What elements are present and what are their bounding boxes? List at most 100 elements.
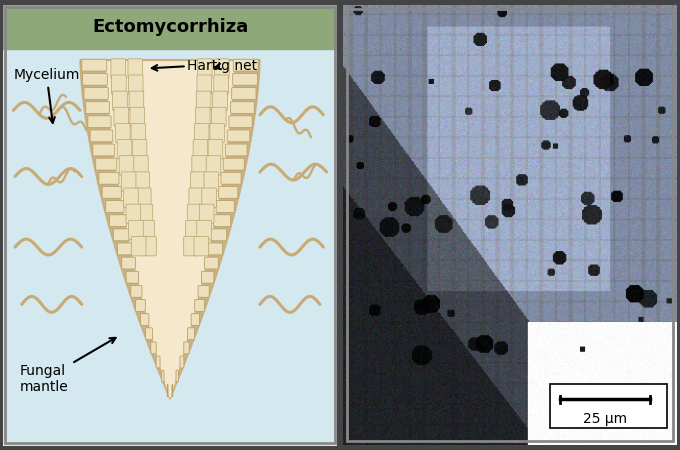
FancyBboxPatch shape bbox=[233, 73, 258, 85]
FancyBboxPatch shape bbox=[132, 140, 147, 159]
FancyBboxPatch shape bbox=[116, 123, 130, 143]
FancyBboxPatch shape bbox=[117, 140, 132, 159]
FancyBboxPatch shape bbox=[131, 123, 146, 143]
FancyBboxPatch shape bbox=[111, 59, 126, 78]
FancyBboxPatch shape bbox=[128, 59, 143, 78]
Text: 25 μm: 25 μm bbox=[583, 412, 627, 426]
FancyBboxPatch shape bbox=[198, 285, 209, 297]
FancyBboxPatch shape bbox=[96, 158, 117, 170]
FancyBboxPatch shape bbox=[86, 102, 109, 113]
FancyBboxPatch shape bbox=[189, 188, 203, 207]
FancyBboxPatch shape bbox=[193, 140, 208, 159]
FancyBboxPatch shape bbox=[187, 204, 202, 224]
FancyBboxPatch shape bbox=[141, 236, 156, 256]
FancyBboxPatch shape bbox=[114, 107, 129, 127]
Text: Fungal
mantle: Fungal mantle bbox=[20, 338, 116, 395]
FancyBboxPatch shape bbox=[176, 370, 178, 382]
FancyBboxPatch shape bbox=[82, 59, 107, 71]
FancyBboxPatch shape bbox=[119, 156, 134, 175]
FancyBboxPatch shape bbox=[112, 75, 126, 94]
FancyBboxPatch shape bbox=[211, 229, 226, 241]
FancyBboxPatch shape bbox=[162, 370, 164, 382]
FancyBboxPatch shape bbox=[121, 172, 136, 191]
FancyBboxPatch shape bbox=[122, 257, 135, 269]
FancyBboxPatch shape bbox=[192, 156, 207, 175]
FancyBboxPatch shape bbox=[156, 356, 160, 368]
FancyBboxPatch shape bbox=[199, 204, 214, 224]
FancyBboxPatch shape bbox=[231, 102, 254, 113]
FancyBboxPatch shape bbox=[197, 220, 211, 240]
FancyBboxPatch shape bbox=[216, 201, 235, 212]
FancyBboxPatch shape bbox=[210, 123, 224, 143]
FancyBboxPatch shape bbox=[129, 75, 143, 94]
FancyBboxPatch shape bbox=[211, 107, 226, 127]
FancyBboxPatch shape bbox=[102, 186, 121, 198]
FancyBboxPatch shape bbox=[99, 172, 119, 184]
FancyBboxPatch shape bbox=[131, 285, 142, 297]
FancyBboxPatch shape bbox=[113, 91, 127, 111]
FancyBboxPatch shape bbox=[197, 75, 211, 94]
FancyBboxPatch shape bbox=[186, 220, 200, 240]
FancyBboxPatch shape bbox=[206, 156, 221, 175]
FancyBboxPatch shape bbox=[146, 328, 152, 340]
FancyBboxPatch shape bbox=[82, 73, 107, 85]
FancyBboxPatch shape bbox=[190, 172, 205, 191]
FancyBboxPatch shape bbox=[172, 384, 173, 396]
Bar bbox=[550, 384, 666, 428]
FancyBboxPatch shape bbox=[197, 59, 212, 78]
Polygon shape bbox=[107, 62, 233, 397]
FancyBboxPatch shape bbox=[130, 107, 145, 127]
FancyBboxPatch shape bbox=[194, 236, 209, 256]
Text: Ectomycorrhiza: Ectomycorrhiza bbox=[92, 18, 248, 36]
FancyBboxPatch shape bbox=[84, 87, 108, 99]
FancyBboxPatch shape bbox=[140, 220, 154, 240]
FancyBboxPatch shape bbox=[184, 342, 189, 354]
FancyBboxPatch shape bbox=[214, 75, 228, 94]
FancyBboxPatch shape bbox=[133, 156, 148, 175]
FancyBboxPatch shape bbox=[191, 314, 199, 325]
FancyBboxPatch shape bbox=[225, 144, 247, 156]
FancyBboxPatch shape bbox=[93, 144, 115, 156]
FancyBboxPatch shape bbox=[135, 300, 146, 311]
FancyBboxPatch shape bbox=[126, 271, 139, 283]
FancyBboxPatch shape bbox=[223, 158, 244, 170]
FancyBboxPatch shape bbox=[233, 59, 258, 71]
Text: Hartig net: Hartig net bbox=[187, 59, 257, 73]
FancyBboxPatch shape bbox=[118, 243, 133, 255]
FancyBboxPatch shape bbox=[129, 91, 143, 111]
FancyBboxPatch shape bbox=[219, 186, 238, 198]
FancyBboxPatch shape bbox=[135, 172, 150, 191]
FancyBboxPatch shape bbox=[124, 188, 138, 207]
FancyBboxPatch shape bbox=[109, 215, 126, 227]
Bar bbox=[3, 4, 337, 49]
FancyBboxPatch shape bbox=[205, 257, 218, 269]
FancyBboxPatch shape bbox=[202, 188, 216, 207]
Text: Mycelium: Mycelium bbox=[14, 68, 80, 123]
FancyBboxPatch shape bbox=[88, 116, 111, 128]
FancyBboxPatch shape bbox=[229, 116, 252, 128]
FancyBboxPatch shape bbox=[131, 236, 146, 256]
FancyBboxPatch shape bbox=[204, 172, 219, 191]
FancyBboxPatch shape bbox=[184, 236, 199, 256]
FancyBboxPatch shape bbox=[90, 130, 113, 142]
FancyBboxPatch shape bbox=[195, 107, 210, 127]
FancyBboxPatch shape bbox=[214, 215, 231, 227]
FancyBboxPatch shape bbox=[201, 271, 214, 283]
FancyBboxPatch shape bbox=[137, 188, 151, 207]
FancyBboxPatch shape bbox=[141, 314, 149, 325]
FancyBboxPatch shape bbox=[188, 328, 194, 340]
FancyBboxPatch shape bbox=[126, 204, 141, 224]
FancyBboxPatch shape bbox=[207, 243, 222, 255]
FancyBboxPatch shape bbox=[227, 130, 250, 142]
FancyBboxPatch shape bbox=[194, 300, 205, 311]
FancyBboxPatch shape bbox=[180, 356, 184, 368]
FancyBboxPatch shape bbox=[214, 59, 229, 78]
FancyBboxPatch shape bbox=[105, 201, 124, 212]
FancyBboxPatch shape bbox=[167, 384, 168, 396]
FancyBboxPatch shape bbox=[129, 220, 143, 240]
FancyBboxPatch shape bbox=[138, 204, 153, 224]
FancyBboxPatch shape bbox=[213, 91, 227, 111]
FancyBboxPatch shape bbox=[114, 229, 129, 241]
FancyBboxPatch shape bbox=[208, 140, 223, 159]
FancyBboxPatch shape bbox=[232, 87, 256, 99]
